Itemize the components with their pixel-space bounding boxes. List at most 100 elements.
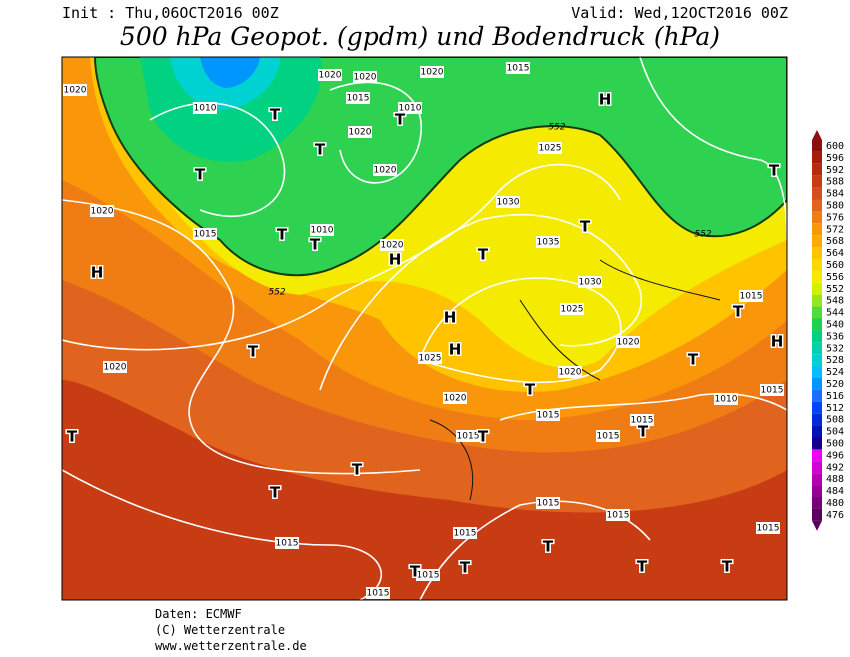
colorbar-label: 516 [826,391,844,402]
colorbar-swatch [812,497,822,509]
low-pressure: T [315,141,326,159]
low-pressure: T [722,558,733,576]
colorbar-label: 512 [826,403,844,414]
low-pressure: T [580,218,591,236]
colorbar-swatch [812,199,822,212]
colorbar-label: 504 [826,427,844,438]
pressure-label: 1030 [579,278,602,288]
colorbar-swatch [812,151,822,164]
pressure-label: 1020 [64,86,87,96]
colorbar-swatch [812,330,822,343]
label-box [398,102,422,114]
pressure-label: 1020 [421,68,444,78]
pressure-label: 1015 [454,529,477,539]
low-pressure: T [270,106,281,124]
pressure-label: 1015 [537,499,560,509]
pressure-label: 1010 [715,395,738,405]
contour-label: 552 [548,123,565,133]
pressure-label: 1020 [444,394,467,404]
colorbar-label: 584 [826,189,844,200]
low-pressure: T [277,226,288,244]
colorbar-label: 536 [826,331,844,342]
pressure-label: 1020 [91,207,114,217]
colorbar-swatch [812,247,822,259]
colorbar-label: 492 [826,462,844,473]
label-box [348,126,372,138]
colorbar-swatch [812,187,822,200]
colorbar-label: 600 [826,141,844,152]
colorbar-label: 496 [826,450,844,461]
colorbar-label: 476 [826,510,844,521]
colorbar-label: 544 [826,308,844,319]
colorbar-swatch [812,318,822,331]
colorbar-swatch [812,508,822,521]
colorbar-swatch [812,461,822,474]
low-pressure: T [478,246,489,264]
colorbar: 6005965925885845805765725685645605565525… [812,130,844,531]
colorbar-label: 540 [826,319,844,330]
colorbar-swatch [812,401,822,414]
high-pressure: H [91,264,104,282]
pressure-label: 1015 [631,416,654,426]
pressure-label: 1015 [597,432,620,442]
colorbar-label: 508 [826,415,844,426]
label-box [380,239,404,251]
pressure-label: 1025 [419,354,442,364]
label-box [318,69,342,81]
data-source: Daten: ECMWF [155,607,242,621]
pressure-label: 1015 [347,94,370,104]
colorbar-label: 556 [826,272,844,283]
pressure-label: 1020 [559,368,582,378]
label-box [496,196,520,208]
label-box [310,224,334,236]
contour-label: 552 [268,288,285,298]
label-box [616,336,640,348]
colorbar-swatch [812,175,822,188]
pressure-label: 1030 [497,198,520,208]
label-box [103,361,127,373]
low-pressure: T [769,162,780,180]
colorbar-swatch [812,306,822,319]
colorbar-swatch [812,378,822,390]
colorbar-label: 528 [826,355,844,366]
low-pressure: T [410,563,421,581]
field-516 [200,57,260,88]
pressure-label: 1015 [607,511,630,521]
label-box [558,366,582,378]
label-box [596,430,620,442]
colorbar-label: 552 [826,284,844,295]
label-box [373,164,397,176]
pressure-label: 1015 [507,64,530,74]
label-box [536,497,560,509]
low-pressure: T [525,381,536,399]
label-box [630,414,654,426]
low-pressure: T [195,166,206,184]
pressure-label: 1020 [104,363,127,373]
pressure-label: 1020 [617,338,640,348]
low-pressure: T [270,484,281,502]
label-box [353,71,377,83]
colorbar-label: 580 [826,200,844,211]
colorbar-tip [812,130,822,140]
label-box [536,236,560,248]
low-pressure: T [395,111,406,129]
pressure-label: 1015 [276,539,299,549]
label-box [578,276,602,288]
pressure-label: 1015 [761,386,784,396]
label-box [416,569,440,581]
colorbar-label: 520 [826,379,844,390]
map-frame [61,56,788,601]
high-pressure: H [444,309,457,327]
low-pressure: T [478,428,489,446]
isobar [419,277,622,384]
low-pressure: T [67,428,78,446]
label-box [346,92,370,104]
low-pressure: T [352,461,363,479]
label-box [456,430,480,442]
colorbar-label: 568 [826,236,844,247]
colorbar-swatch [812,282,822,295]
colorbar-label: 524 [826,367,844,378]
colorbar-swatch [812,413,822,426]
label-box [63,84,87,96]
